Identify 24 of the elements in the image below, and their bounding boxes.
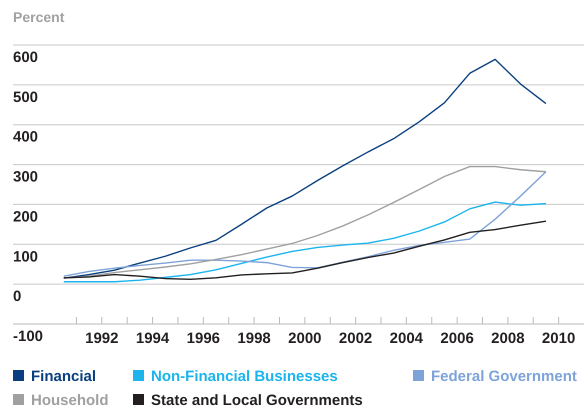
x-tick-label: 2004 bbox=[390, 330, 424, 347]
x-tick-label: 2000 bbox=[288, 330, 322, 347]
y-tick-label: 100 bbox=[13, 248, 38, 266]
x-tick-label: 1996 bbox=[186, 330, 220, 347]
x-tick-label: 2010 bbox=[542, 330, 576, 347]
x-tick-label: 1994 bbox=[136, 330, 170, 347]
x-tick-label: 2002 bbox=[338, 330, 372, 347]
y-tick-label: 600 bbox=[13, 49, 38, 66]
x-tick-label: 2006 bbox=[440, 330, 474, 347]
x-tick-label: 1998 bbox=[237, 330, 271, 347]
y-tick-label: 0 bbox=[13, 288, 22, 306]
legend-label: State and Local Governments bbox=[151, 392, 363, 409]
y-axis-title: Percent bbox=[13, 9, 65, 25]
y-tick-label: 400 bbox=[13, 128, 38, 146]
x-tick-label: 2008 bbox=[491, 330, 525, 347]
legend-label: Federal Government bbox=[431, 368, 577, 385]
legend-label: Non-Financial Businesses bbox=[151, 368, 338, 385]
legend-label: Household bbox=[31, 392, 108, 409]
y-tick-label: 500 bbox=[13, 88, 38, 106]
y-tick-label: 200 bbox=[13, 208, 38, 226]
y-tick-label: -100 bbox=[13, 328, 44, 345]
y-tick-label: 300 bbox=[13, 168, 38, 186]
legend-label: Financial bbox=[31, 368, 96, 385]
x-tick-label: 1992 bbox=[85, 330, 119, 347]
